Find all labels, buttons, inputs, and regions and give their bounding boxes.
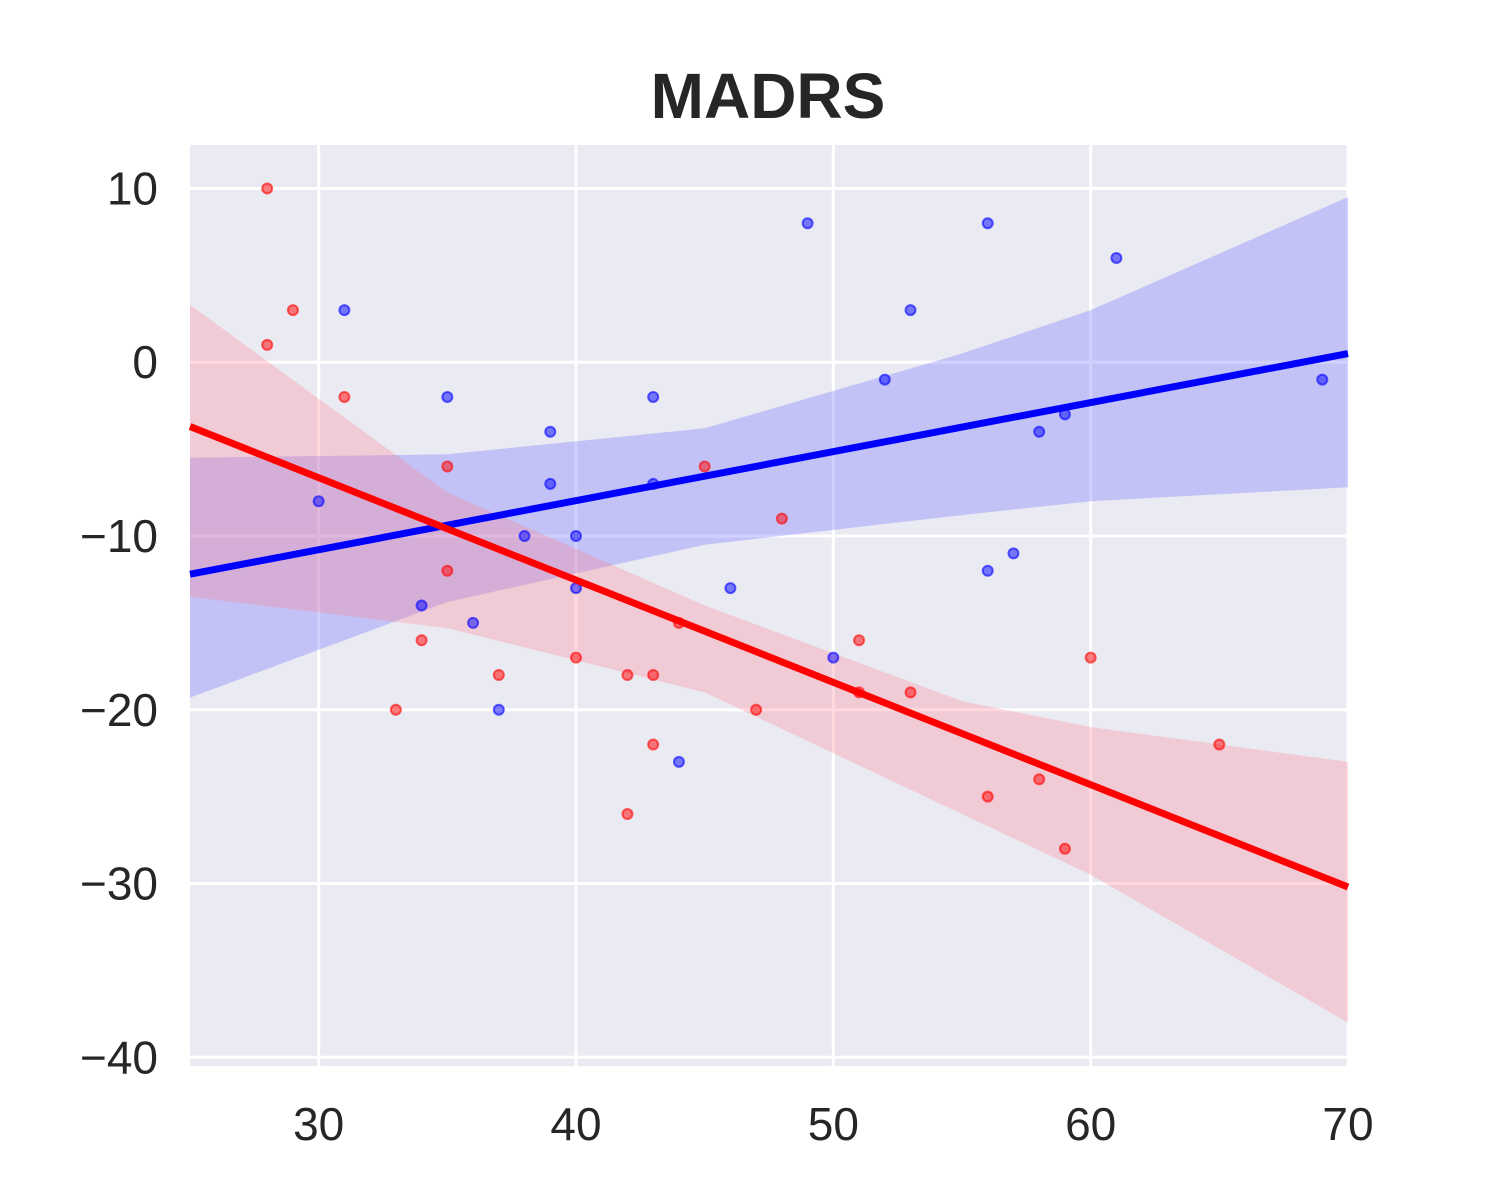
scatter-point-series-2 (570, 651, 582, 664)
scatter-point-series-2 (286, 304, 299, 317)
scatter-point-series-2 (853, 634, 866, 647)
scatter-point-series-1 (827, 651, 840, 664)
scatter-point-series-1 (1007, 547, 1020, 560)
confidence-band-1 (190, 197, 1348, 698)
scatter-point-series-2 (647, 669, 660, 682)
scatter-point-series-2 (621, 808, 634, 821)
scatter-point-series-1 (544, 425, 557, 438)
chart-title: MADRS (651, 60, 886, 132)
y-tick-label: 0 (132, 336, 158, 388)
confidence-band-2 (190, 304, 1348, 1023)
scatter-point-series-1 (570, 529, 582, 542)
plot-area: 30 40 50 60 70 10 0 −10 −20 −30 −40 (80, 145, 1374, 1150)
scatter-point-series-1 (981, 564, 994, 577)
x-tick-label: 30 (293, 1098, 344, 1150)
scatter-point-series-2 (415, 634, 428, 647)
x-tick-label: 50 (808, 1098, 859, 1150)
scatter-point-series-2 (621, 669, 634, 682)
scatter-point-series-1 (801, 217, 814, 230)
scatter-point-series-1 (672, 755, 685, 768)
y-tick-label: −10 (80, 510, 158, 562)
scatter-point-series-2 (492, 669, 505, 682)
y-tick-label: −30 (80, 858, 158, 910)
scatter-point-series-2 (261, 182, 274, 195)
scatter-point-series-1 (492, 703, 505, 716)
scatter-point-series-2 (698, 460, 711, 473)
scatter-point-series-2 (904, 686, 917, 699)
scatter-point-series-1 (467, 616, 480, 629)
scatter-point-series-2 (647, 738, 660, 751)
scatter-point-series-2 (775, 512, 788, 525)
scatter-point-series-2 (981, 790, 994, 803)
x-tick-label: 70 (1322, 1098, 1373, 1150)
scatter-point-series-2 (750, 703, 763, 716)
plot-background (190, 145, 1348, 1066)
x-tick-label: 40 (550, 1098, 601, 1150)
y-tick-label: −20 (80, 684, 158, 736)
scatter-point-series-2 (389, 703, 402, 716)
scatter-point-series-1 (904, 304, 917, 317)
scatter-point-series-2 (1084, 651, 1097, 664)
scatter-point-series-1 (1033, 425, 1046, 438)
scatter-point-series-1 (415, 599, 428, 612)
scatter-point-series-2 (441, 460, 454, 473)
scatter-point-series-1 (1110, 251, 1123, 264)
scatter-point-series-1 (981, 217, 994, 230)
scatter-point-series-2 (441, 564, 454, 577)
scatter-point-series-2 (1058, 842, 1071, 855)
regression-line-2 (188, 423, 1350, 891)
scatter-point-series-1 (441, 390, 454, 403)
y-tick-label: −40 (80, 1031, 158, 1083)
scatter-point-series-1 (647, 390, 660, 403)
scatter-point-series-2 (1033, 773, 1046, 786)
scatter-point-series-2 (1213, 738, 1226, 751)
scatter-point-series-1 (312, 495, 325, 508)
y-tick-label: 10 (107, 162, 158, 214)
regression-line-1 (189, 350, 1349, 578)
scatter-point-series-1 (724, 582, 737, 595)
scatter-point-series-1 (518, 529, 531, 542)
scatter-point-series-1 (1316, 373, 1329, 386)
x-tick-label: 60 (1065, 1098, 1116, 1150)
scatter-point-series-1 (544, 477, 557, 490)
scatter-point-series-1 (878, 373, 891, 386)
scatter-point-series-1 (338, 304, 351, 317)
scatter-point-series-2 (261, 338, 274, 351)
scatter-point-series-2 (338, 390, 351, 403)
